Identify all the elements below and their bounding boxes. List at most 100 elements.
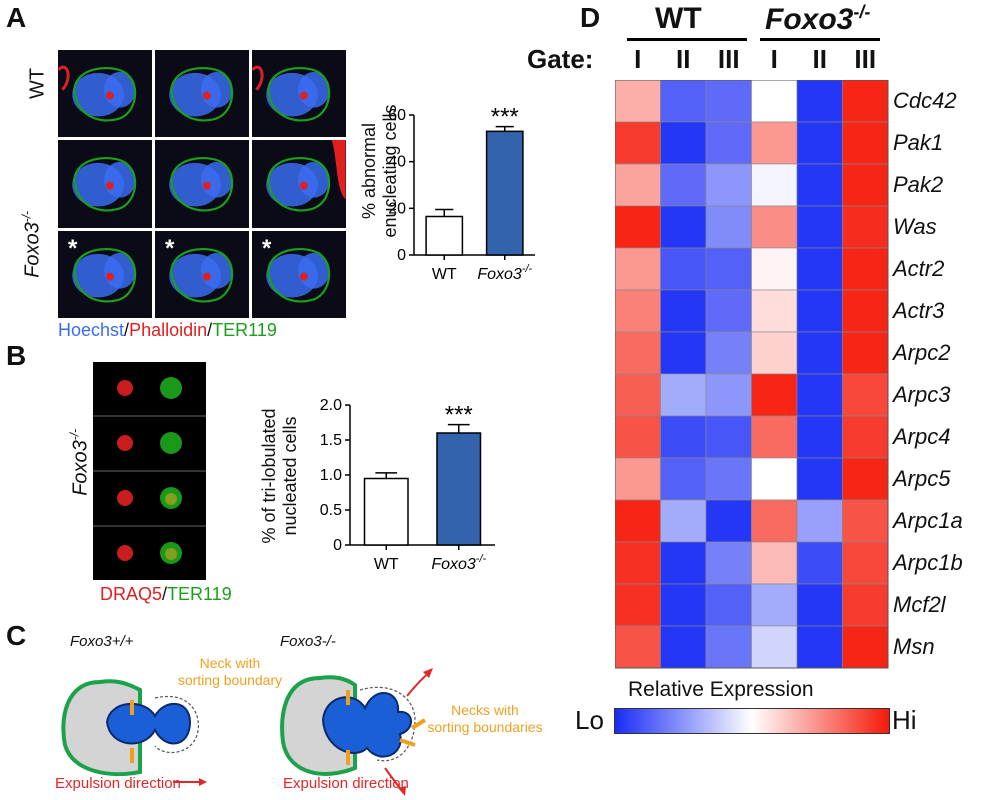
gene-label: Pak1: [893, 130, 944, 155]
asterisk-marker: *: [68, 234, 78, 262]
heatmap-cell: [705, 541, 752, 585]
micrograph-tile: [252, 140, 346, 228]
heatmap-cell: [705, 80, 752, 123]
micrograph-tile: [58, 140, 152, 228]
heatmap-cell: [796, 457, 843, 501]
heatmap-cell: [615, 331, 661, 375]
panel-c-right-title: Foxo3-/-: [280, 633, 336, 650]
micrograph-tile-b: [93, 417, 206, 470]
heatmap-cell: [705, 457, 752, 501]
heatmap-cell: [705, 331, 752, 375]
heatmap-cell: [660, 331, 707, 375]
y-tick-label: 2.0: [320, 397, 342, 414]
heatmap-cell: [751, 289, 798, 333]
heatmap-cell: [751, 457, 798, 501]
gate-column-label: I: [770, 44, 778, 74]
heatmap-cell: [660, 80, 707, 123]
heatmap-cell: [796, 163, 843, 207]
panel-c-right-expulsion: Expulsion direction: [283, 775, 409, 792]
chart-a: 0 20 40 60 WT Foxo3-/- ***: [388, 104, 535, 283]
micrograph-tile: [252, 50, 346, 138]
heatmap-cell: [751, 499, 798, 543]
heatmap-cell: [705, 625, 752, 669]
heatmap-cell: [842, 415, 889, 459]
heatmap-cell: [796, 205, 843, 249]
heatmap-cell: [842, 80, 889, 123]
micrograph-cells: [266, 247, 331, 303]
panel-c-right-neck-label: Necks with sorting boundaries: [427, 702, 543, 735]
heatmap-cell: [842, 625, 889, 669]
heatmap-cell: [660, 373, 707, 417]
y-tick-label: 1.5: [320, 432, 342, 449]
heatmap-cell: [660, 289, 707, 333]
heatmap-cell: [842, 331, 889, 375]
micrograph-tile: [155, 140, 249, 228]
heatmap-cell: [842, 499, 889, 543]
gene-label: Pak2: [893, 172, 944, 197]
micrograph-cells: [72, 157, 137, 212]
chart-b-ylabel: % of tri-lobulated nucleated cells: [259, 408, 300, 544]
heatmap-cell: [751, 80, 798, 123]
heatmap-border: [615, 80, 889, 669]
gene-label: Cdc42: [893, 88, 957, 113]
group-label-foxo3: Foxo3-/-: [765, 2, 871, 36]
y-tick-label: 1.0: [320, 467, 342, 484]
heatmap-cell: [796, 331, 843, 375]
legend-colorbar: [614, 708, 890, 734]
heatmap-cell: [705, 247, 752, 291]
bar: [436, 432, 482, 546]
heatmap-cell: [842, 247, 889, 291]
gene-label: Arpc2: [893, 340, 951, 365]
micrograph-tile: *: [58, 230, 152, 318]
y-tick-label: 0.5: [320, 502, 342, 519]
heatmap-cell: [705, 499, 752, 543]
heatmap-cell: [705, 163, 752, 207]
heatmap-cell: [615, 415, 661, 459]
heatmap-cell: [615, 289, 661, 333]
heatmap-cell: [796, 541, 843, 585]
stain-ter119: TER119: [212, 320, 277, 340]
heatmap-cell: [705, 205, 752, 249]
heatmap-cell: [705, 289, 752, 333]
group-label-wt: WT: [655, 2, 702, 35]
micrograph-cells: [169, 157, 234, 212]
micrograph-cells: [169, 66, 234, 122]
heatmap-cell: [660, 121, 707, 165]
micrograph-cells: [266, 140, 346, 212]
heatmap-cell: [615, 205, 661, 249]
significance-label: ***: [491, 104, 519, 131]
panel-letter-b: B: [6, 340, 27, 371]
y-tick-label: 0: [397, 247, 406, 264]
heatmap-cell: [842, 205, 889, 249]
cytoplasm-left: [61, 679, 142, 777]
gene-label: Msn: [893, 634, 935, 659]
heatmap-cell: [796, 289, 843, 333]
micrograph-tile-b: [93, 362, 206, 415]
heatmap-cell: [615, 247, 661, 291]
heatmap-cell: [615, 583, 661, 627]
bar: [425, 215, 464, 256]
micrograph-cells: [58, 65, 137, 122]
heatmap-cell: [615, 457, 661, 501]
legend-lo: Lo: [575, 705, 604, 735]
gene-label: Arpc1b: [893, 550, 963, 575]
y-tick-label: 60: [388, 107, 406, 124]
heatmap-cell: [615, 541, 661, 585]
heatmap-cell: [796, 247, 843, 291]
heatmap-cell: [751, 373, 798, 417]
micrograph-cells: [169, 247, 234, 303]
nucleus-right: [321, 691, 412, 758]
heatmap-cell: [751, 541, 798, 585]
micrograph-grid-b: [93, 362, 206, 580]
heatmap-cell: [842, 289, 889, 333]
heatmap-cell: [705, 121, 752, 165]
heatmap-cell: [660, 205, 707, 249]
gene-label: Arpc1a: [893, 508, 963, 533]
heatmap-cell: [796, 499, 843, 543]
micrograph-tile-b: [93, 472, 206, 525]
heatmap-cell: [705, 415, 752, 459]
heatmap-cell: [796, 121, 843, 165]
gene-label: Was: [893, 214, 937, 239]
stain-caption-b: DRAQ5/TER119: [100, 584, 232, 604]
heatmap-cell: [660, 163, 707, 207]
